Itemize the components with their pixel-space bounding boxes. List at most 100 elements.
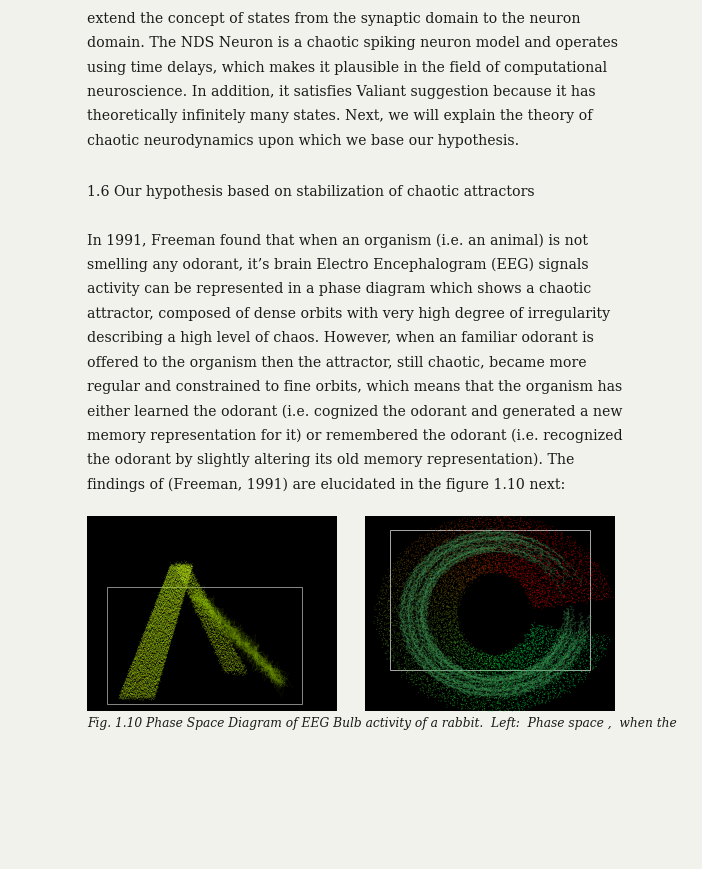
Point [160,609,171,623]
Point [404,587,416,601]
Point [183,581,194,595]
Point [171,595,182,609]
Point [525,548,536,562]
Point [442,569,453,583]
Point [133,671,144,685]
Point [558,671,569,685]
Point [128,661,139,675]
Point [177,587,188,600]
Point [455,583,466,597]
Point [159,638,171,652]
Point [148,645,159,659]
Point [147,639,159,653]
Point [486,535,498,549]
Point [138,634,150,647]
Point [144,658,155,672]
Point [158,628,169,642]
Point [213,647,224,661]
Point [197,606,208,620]
Point [461,534,472,547]
Point [156,625,167,639]
Point [171,611,182,625]
Point [206,609,217,623]
Point [144,644,155,658]
Point [151,632,162,646]
Point [140,655,152,669]
Point [192,591,204,605]
Point [152,650,164,664]
Point [456,638,467,652]
Point [567,592,578,606]
Point [183,567,194,581]
Point [545,530,557,544]
Point [472,694,483,708]
Point [543,537,554,551]
Point [230,640,241,654]
Point [165,590,176,604]
Point [164,567,176,581]
Point [200,620,211,634]
Point [183,562,194,576]
Point [430,653,442,667]
Point [163,640,174,653]
Point [166,607,177,620]
Point [429,593,440,607]
Point [162,644,173,658]
Point [190,578,201,592]
Point [550,595,561,609]
Point [191,596,202,610]
Point [222,636,233,650]
Point [150,601,161,615]
Point [170,614,181,627]
Point [118,687,129,700]
Point [147,633,158,647]
Point [159,576,170,590]
Point [164,618,175,632]
Point [507,647,518,660]
Point [183,560,194,574]
Point [479,561,490,575]
Point [420,644,431,658]
Point [154,637,166,651]
Point [193,606,204,620]
Point [543,534,554,548]
Point [184,589,195,603]
Point [156,661,167,675]
Point [159,617,171,631]
Point [175,571,186,585]
Point [516,538,527,552]
Point [517,644,528,658]
Point [525,576,536,590]
Point [130,666,141,680]
Point [464,669,475,683]
Point [194,586,205,600]
Point [437,641,449,655]
Point [159,638,171,652]
Point [544,574,555,587]
Point [171,567,183,580]
Point [481,521,492,535]
Point [442,522,453,536]
Point [230,652,241,666]
Point [152,677,163,691]
Point [538,594,550,608]
Point [196,607,207,620]
Point [469,701,480,715]
Point [143,614,154,628]
Point [477,647,489,660]
Point [458,637,469,651]
Point [128,681,140,695]
Point [467,520,478,534]
Point [582,644,593,658]
Point [156,665,167,679]
Point [437,580,448,594]
Point [178,578,189,592]
Point [178,574,189,587]
Point [478,657,489,671]
Point [161,603,172,617]
Point [499,692,510,706]
Point [157,652,168,666]
Point [204,622,216,636]
Point [181,581,192,595]
Point [126,665,137,679]
